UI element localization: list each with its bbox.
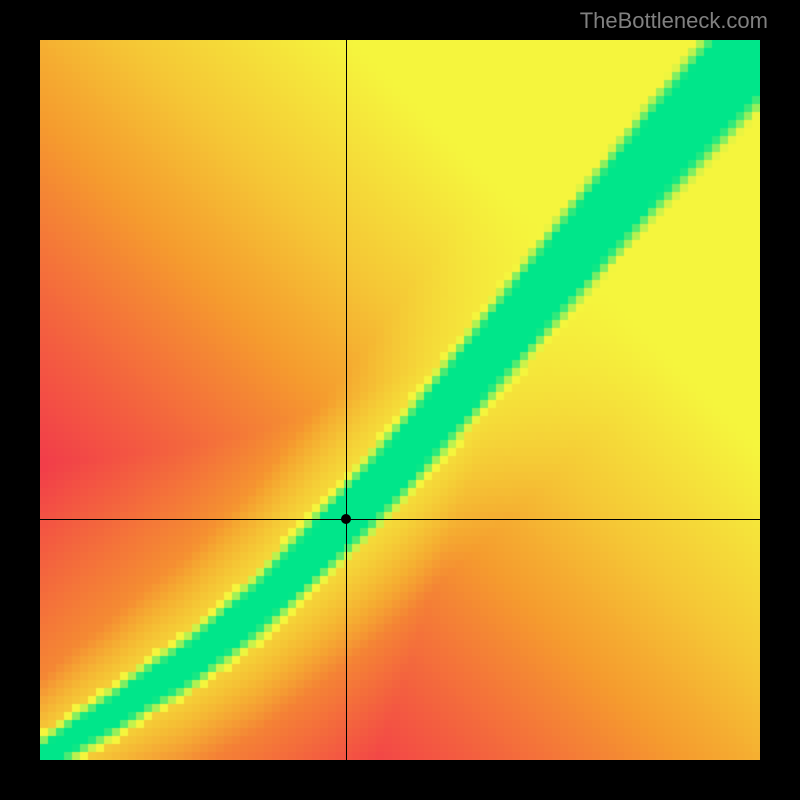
marker-dot	[341, 514, 351, 524]
heatmap-canvas	[40, 40, 760, 760]
crosshair-vertical	[346, 40, 347, 760]
watermark-text: TheBottleneck.com	[580, 8, 768, 34]
crosshair-horizontal	[40, 519, 760, 520]
chart-container: { "watermark_text": "TheBottleneck.com",…	[0, 0, 800, 800]
bottleneck-heatmap	[40, 40, 760, 760]
